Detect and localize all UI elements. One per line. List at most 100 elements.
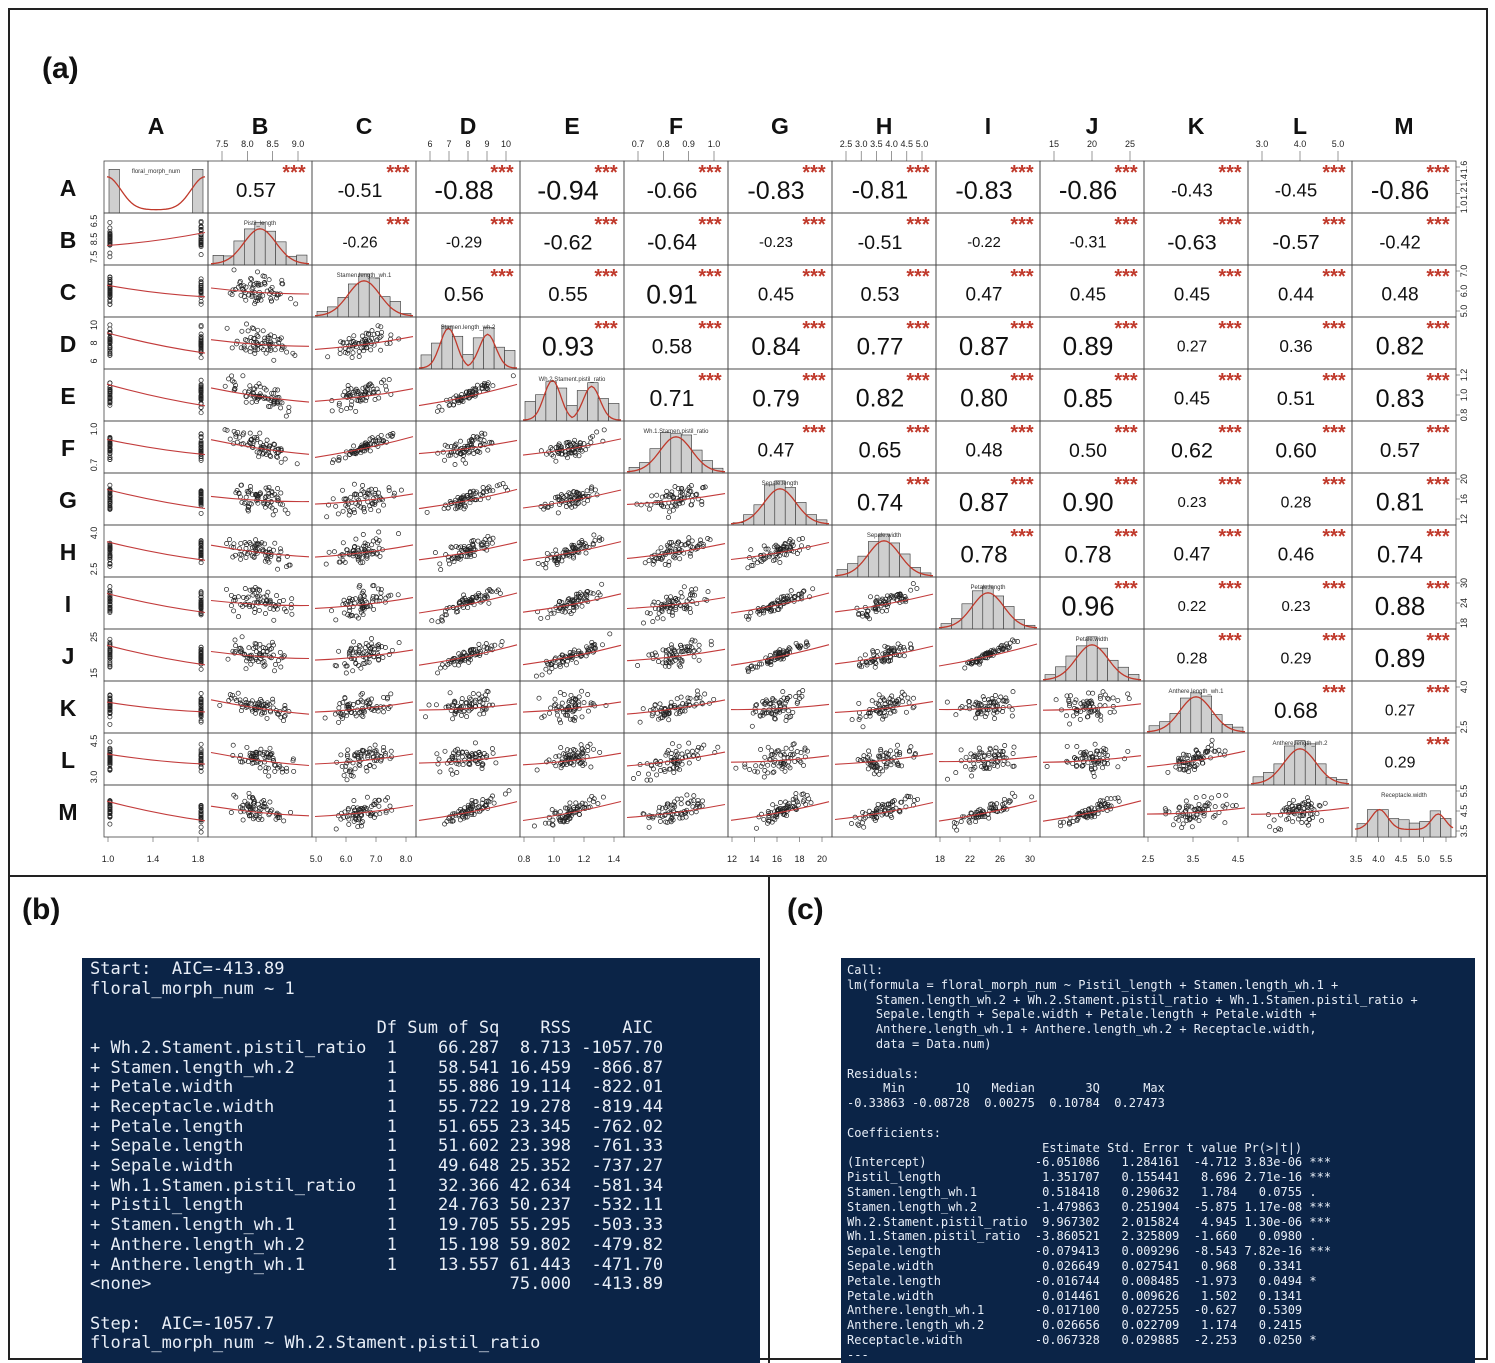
scatter-point (244, 542, 250, 547)
cell-K-C (311, 680, 417, 734)
scatter-point (107, 442, 113, 448)
scatter-point (699, 499, 705, 505)
scatter-point (279, 277, 285, 283)
scatter-point (761, 774, 767, 780)
top-tick-label: 7 (446, 139, 451, 149)
scatter-point (336, 454, 342, 460)
scatter-point (254, 435, 260, 441)
scatter-point (388, 332, 394, 338)
scatter-point (198, 242, 204, 248)
scatter-point (107, 322, 113, 328)
scatter-point (646, 506, 652, 512)
scatter-point (953, 712, 959, 718)
scatter-point (561, 692, 567, 698)
correlation-value: -0.88 (434, 175, 493, 205)
scatter-point (1086, 690, 1091, 696)
scatter-point (398, 487, 404, 493)
scatter-point (255, 269, 260, 275)
bottom-tick-label: 14 (749, 854, 759, 864)
scatter-point (198, 541, 204, 547)
cell-F-B (207, 420, 313, 474)
scatter-point (755, 560, 760, 566)
scatter-point (350, 390, 356, 396)
density-curve (314, 280, 414, 317)
scatter-point (266, 341, 271, 347)
significance-stars: *** (1114, 474, 1138, 496)
right-tick-label: 16 (1459, 494, 1469, 504)
smooth-line (210, 544, 310, 558)
cell-H-A (103, 524, 209, 578)
cell-A-E: -0.94*** (519, 160, 625, 214)
scatter-point (557, 690, 563, 696)
scatter-point (452, 462, 458, 467)
scatter-point (439, 662, 445, 668)
scatter-point (235, 690, 241, 696)
scatter-point (543, 561, 549, 566)
diagonal-variable-label: Wh.1.Stamen.pistil_ratio (643, 429, 709, 435)
correlation-value: -0.51 (338, 180, 383, 202)
scatter-point (342, 350, 348, 356)
scatter-point (1111, 709, 1117, 715)
scatter-point (585, 748, 591, 753)
significance-stars: *** (1426, 214, 1450, 236)
correlation-value: 0.83 (1376, 385, 1425, 413)
scatter-point (261, 663, 267, 669)
scatter-point (230, 742, 236, 748)
cell-I-L: 0.23*** (1247, 576, 1353, 630)
correlation-value: 0.55 (548, 284, 588, 306)
cell-A-D: -0.88*** (415, 160, 521, 214)
scatter-point (277, 501, 283, 507)
scatter-point (590, 541, 596, 547)
scatter-point (235, 429, 241, 435)
scatter-point (107, 402, 113, 408)
scatter-point (266, 773, 272, 779)
smooth-line (522, 489, 622, 509)
scatter-point (239, 328, 245, 334)
scatter-point (107, 352, 113, 358)
scatter-point (262, 280, 267, 285)
cell-E-D (415, 368, 521, 422)
scatter-point (549, 452, 555, 458)
column-header-D: D (460, 113, 477, 139)
scatter-point (198, 440, 204, 446)
density-curve (210, 228, 310, 265)
scatter-point (685, 492, 691, 497)
cell-F-D (415, 420, 521, 474)
scatter-point (659, 502, 665, 508)
scatter-point (359, 555, 365, 561)
scatter-point (279, 281, 285, 287)
scatter-point (371, 331, 377, 337)
scatter-point (458, 438, 463, 444)
bottom-tick-label: 4.5 (1395, 854, 1408, 864)
scatter-point (360, 532, 366, 537)
cell-G-B (207, 472, 313, 526)
right-tick-label: 18 (1459, 618, 1469, 628)
scatter-point (257, 384, 263, 390)
scatter-point (363, 553, 369, 559)
scatter-point (222, 383, 228, 389)
significance-stars: *** (282, 162, 306, 184)
scatter-point (560, 493, 566, 499)
scatter-point (485, 447, 491, 453)
correlation-value: 0.87 (959, 333, 1009, 361)
scatter-point (567, 450, 573, 456)
scatter-point (585, 708, 591, 714)
scatter-point (910, 705, 916, 711)
correlation-value: 0.91 (646, 279, 698, 309)
scatter-point (1077, 716, 1083, 722)
scatter-point (291, 768, 297, 774)
scatter-point (252, 301, 258, 307)
cell-B-J: -0.31*** (1039, 212, 1145, 266)
scatter-point (228, 592, 234, 598)
scatter-point (266, 277, 272, 283)
correlation-value: 0.71 (650, 385, 695, 411)
cell-A-C: -0.51*** (311, 160, 417, 214)
scatter-point (107, 329, 113, 335)
significance-stars: *** (1114, 578, 1138, 600)
scatter-point (287, 562, 293, 568)
scatter-point (348, 392, 353, 398)
cell-H-F (623, 524, 729, 578)
scatter-point (584, 544, 589, 549)
scatter-point (490, 535, 496, 541)
scatter-point (480, 386, 486, 391)
